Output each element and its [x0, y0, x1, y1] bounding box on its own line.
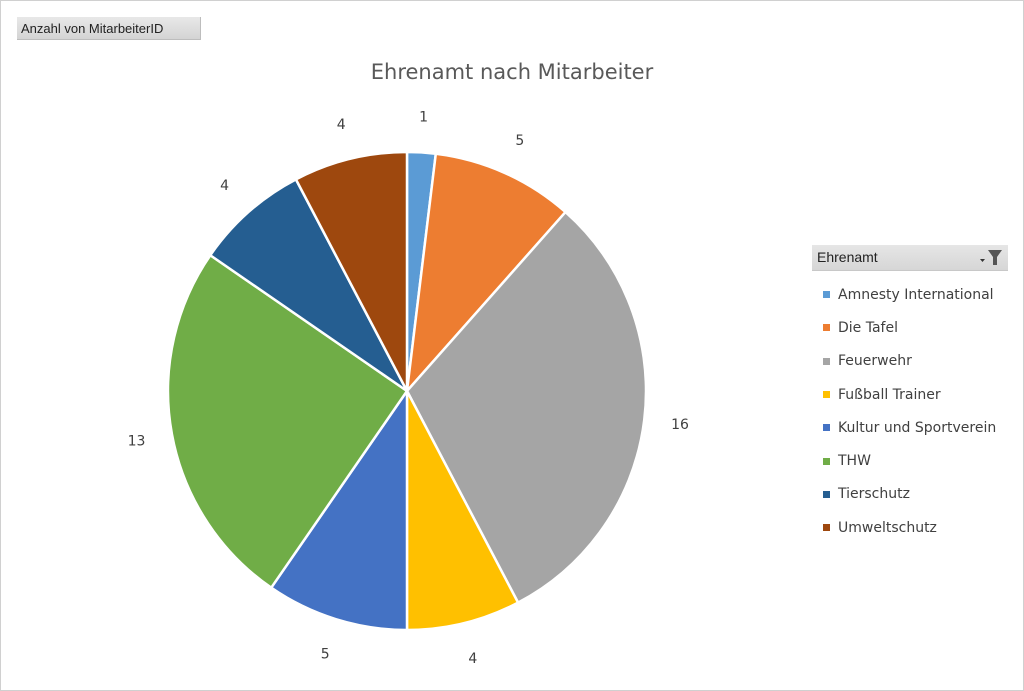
- legend-label: Fußball Trainer: [838, 386, 941, 403]
- data-label: 1: [419, 110, 428, 126]
- data-label: 4: [337, 117, 346, 133]
- data-label: 13: [128, 434, 146, 450]
- legend-item[interactable]: THW: [812, 444, 1008, 477]
- value-field-label: Anzahl von MitarbeiterID: [21, 21, 164, 36]
- legend-item[interactable]: Die Tafel: [812, 311, 1008, 344]
- legend-label: THW: [838, 453, 871, 470]
- legend-item[interactable]: Umweltschutz: [812, 511, 1008, 544]
- legend-label: Amnesty International: [838, 286, 994, 303]
- chart-title: Ehrenamt nach Mitarbeiter: [370, 60, 654, 84]
- legend-header-label: Ehrenamt: [817, 249, 878, 265]
- legend-items: Amnesty International Die Tafel Feuerwehr F…: [812, 278, 1008, 544]
- legend-item[interactable]: Tierschutz: [812, 478, 1008, 511]
- pie-slice[interactable]: [269, 389, 409, 632]
- legend-item[interactable]: Amnesty International: [812, 278, 1008, 311]
- legend-label: Die Tafel: [838, 319, 898, 336]
- pie-slice[interactable]: [294, 150, 409, 393]
- legend-swatch: [823, 357, 830, 365]
- pie-slice[interactable]: [405, 210, 648, 604]
- legend: Ehrenamt Amnesty International Die Tafel F…: [812, 245, 1008, 544]
- legend-item[interactable]: Feuerwehr: [812, 345, 1008, 378]
- legend-header[interactable]: Ehrenamt: [812, 245, 1008, 271]
- legend-swatch: [823, 457, 830, 465]
- data-label: 4: [220, 178, 229, 194]
- legend-swatch: [823, 524, 830, 532]
- legend-swatch: [823, 424, 830, 432]
- data-label: 4: [468, 651, 477, 667]
- legend-label: Kultur und Sportverein: [838, 419, 997, 436]
- pie-slice[interactable]: [166, 253, 409, 589]
- legend-swatch: [823, 291, 830, 299]
- pie-slice[interactable]: [405, 389, 520, 632]
- legend-label: Umweltschutz: [838, 519, 937, 536]
- data-label: 16: [671, 417, 689, 433]
- filter-dropdown-icon[interactable]: [978, 248, 1004, 267]
- legend-swatch: [823, 391, 830, 399]
- legend-swatch: [823, 324, 830, 332]
- legend-item[interactable]: Fußball Trainer: [812, 378, 1008, 411]
- legend-item[interactable]: Kultur und Sportverein: [812, 411, 1008, 444]
- legend-swatch: [823, 490, 830, 498]
- value-field-button[interactable]: Anzahl von MitarbeiterID: [17, 17, 201, 40]
- pie-slice[interactable]: [405, 152, 567, 393]
- legend-label: Feuerwehr: [838, 353, 912, 370]
- data-label: 5: [515, 133, 524, 149]
- pie-slice[interactable]: [209, 178, 409, 393]
- data-label: 5: [321, 647, 330, 663]
- legend-label: Tierschutz: [838, 486, 910, 503]
